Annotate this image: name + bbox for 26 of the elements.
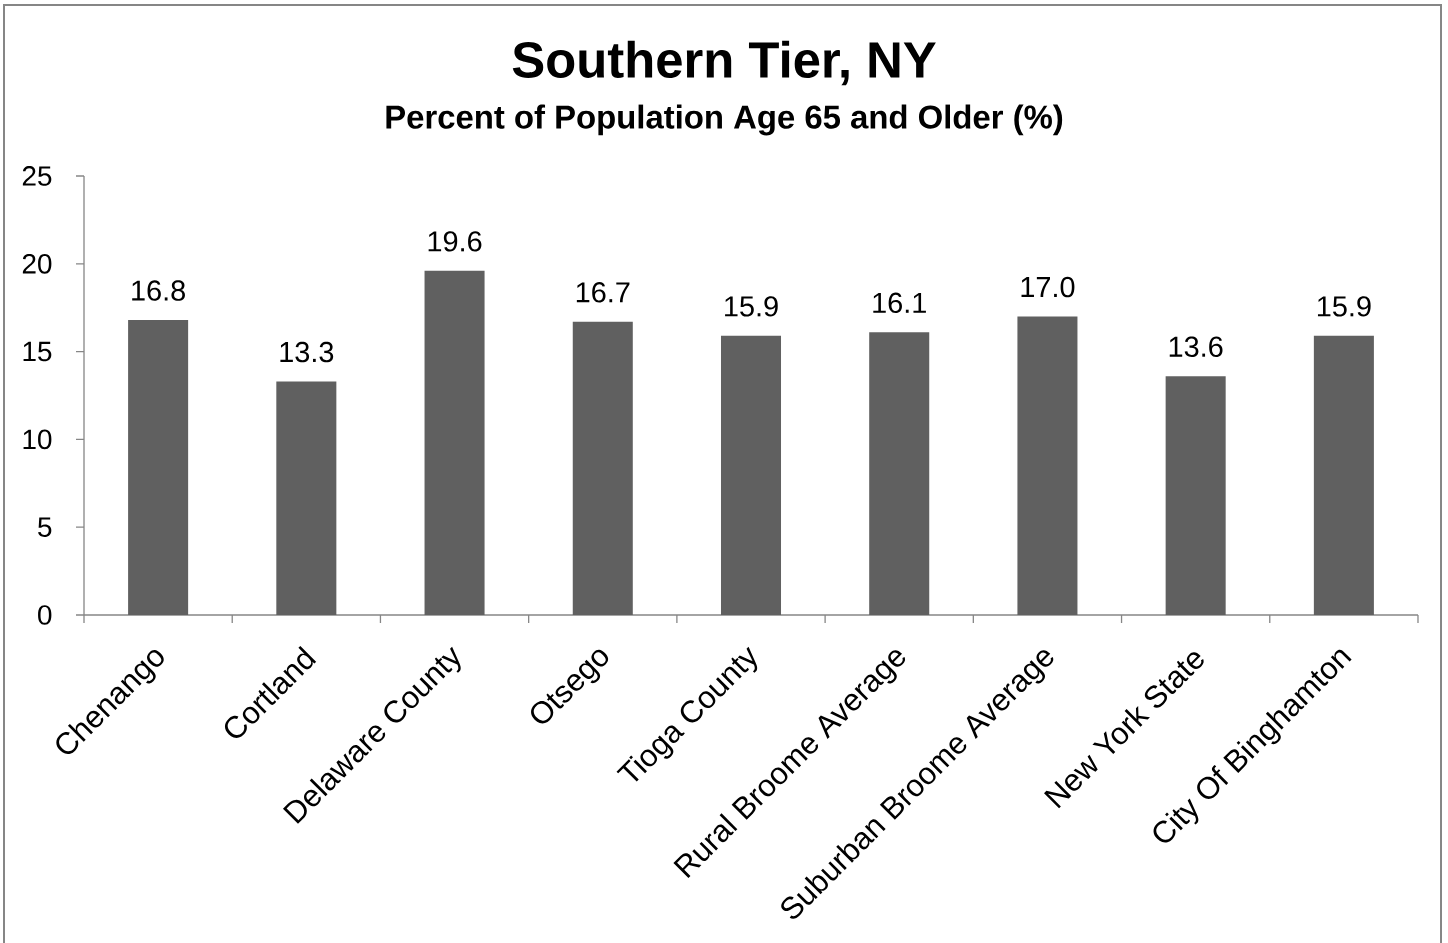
y-tick-label: 20 <box>22 253 52 274</box>
data-label: 15.9 <box>1317 296 1371 317</box>
y-tick-label: 15 <box>23 341 52 362</box>
data-label: 16.1 <box>873 292 926 314</box>
data-label: 13.3 <box>280 341 334 363</box>
data-label: 17.0 <box>1021 276 1075 298</box>
bar <box>276 381 337 615</box>
data-label: 16.7 <box>576 282 630 303</box>
data-label: 15.9 <box>725 296 778 317</box>
bar <box>128 319 189 615</box>
chart-subtitle: Percent of Population Age 65 and Older (%) <box>386 104 1063 136</box>
y-tick-label: 0 <box>38 605 52 625</box>
bar <box>1165 376 1226 615</box>
data-label: 13.6 <box>1169 336 1223 357</box>
bar <box>869 332 930 615</box>
bar <box>1313 335 1374 615</box>
data-label: 16.8 <box>132 280 185 301</box>
y-tick-label: 25 <box>22 166 52 186</box>
chart-title: Southern Tier, NY <box>512 40 936 86</box>
bar <box>572 321 633 615</box>
data-label: 19.6 <box>428 231 482 252</box>
y-tick-label: 10 <box>23 429 52 450</box>
bar <box>1017 316 1078 615</box>
bar <box>720 335 782 615</box>
bar <box>424 270 485 615</box>
y-tick-label: 5 <box>38 517 52 537</box>
